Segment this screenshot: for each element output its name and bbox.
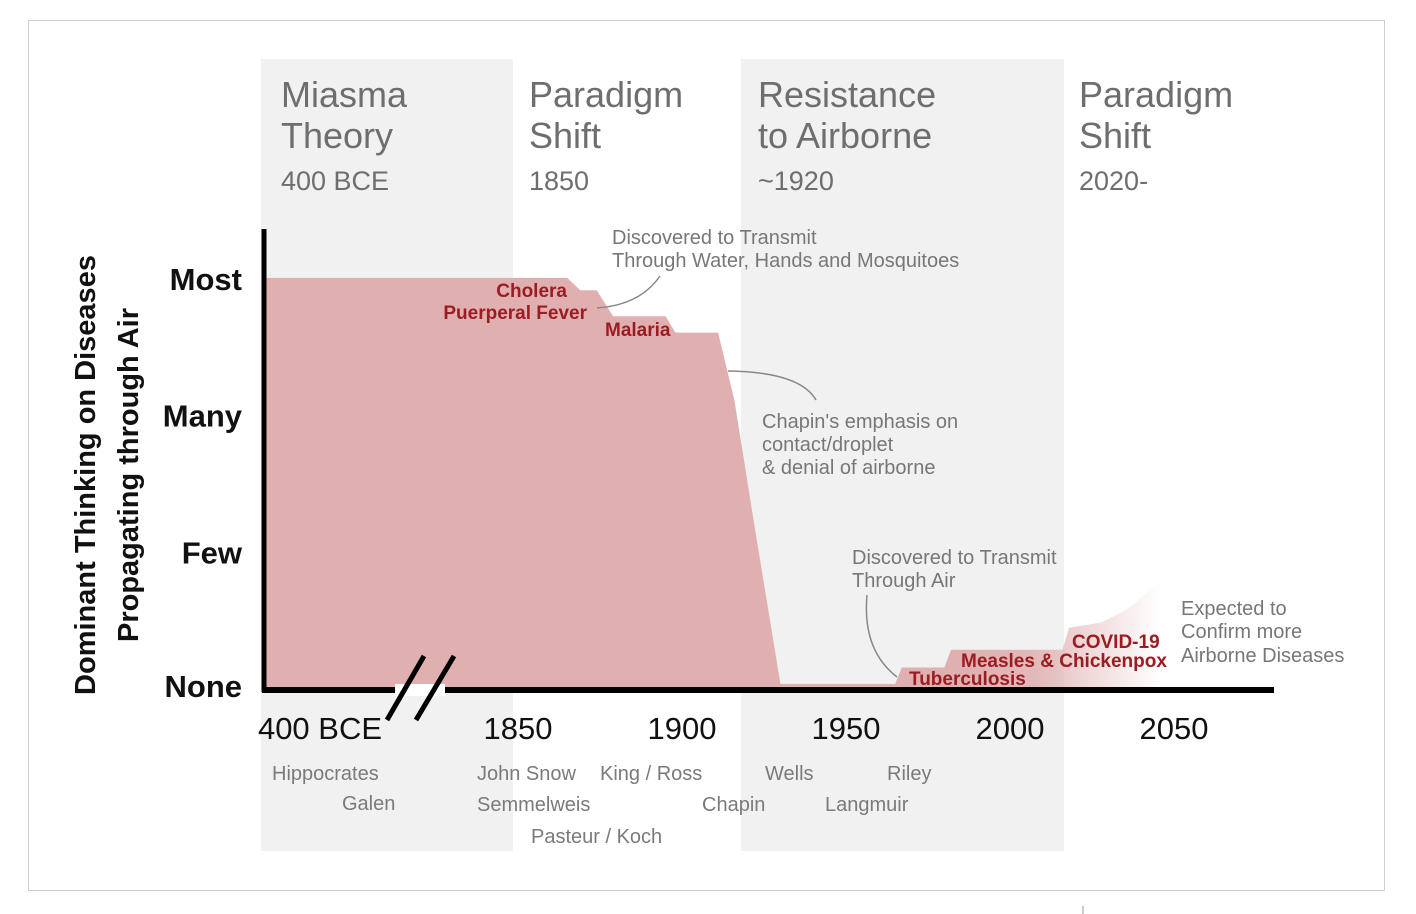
era-header-resistance: Resistance to Airborne ~1920	[758, 74, 936, 196]
person-label: Hippocrates	[272, 763, 379, 785]
annotation-line: Discovered to Transmit	[612, 227, 817, 249]
y-tick-label-none: None	[165, 669, 243, 704]
annotation-line: & denial of airborne	[762, 457, 935, 479]
person-label: Galen	[342, 793, 395, 815]
era-date: ~1920	[758, 166, 834, 196]
person-label: Semmelweis	[477, 794, 590, 816]
x-tick-label: 2000	[976, 711, 1045, 746]
annotation-line: Through Water, Hands and Mosquitoes	[612, 250, 959, 272]
annotation-water-hands-mosquitoes: Discovered to Transmit Through Water, Ha…	[596, 227, 959, 309]
disease-label-measles-chickenpox: Measles & Chickenpox	[961, 651, 1167, 672]
x-tick-label: 1900	[648, 711, 717, 746]
y-axis-label: Dominant Thinking on Diseases Propagatin…	[70, 255, 145, 695]
annotation-line: Airborne Diseases	[1181, 645, 1344, 667]
x-tick-label: 2050	[1140, 711, 1209, 746]
annotation-line: Expected to	[1181, 598, 1287, 620]
disease-label-cholera: Cholera	[496, 281, 567, 302]
person-label: John Snow	[477, 763, 577, 785]
annotation-line: Through Air	[852, 570, 956, 592]
y-axis-label-line: Propagating through Air	[113, 308, 145, 642]
axis-break-icon	[384, 654, 457, 722]
era-title: Theory	[281, 115, 393, 156]
figure-frame	[28, 20, 1385, 891]
era-header-paradigm-shift-2020: Paradigm Shift 2020-	[1079, 74, 1233, 196]
disease-label-puerperal-fever: Puerperal Fever	[443, 303, 587, 324]
annotation-expected: Expected to Confirm more Airborne Diseas…	[1181, 598, 1344, 667]
y-tick-label-many: Many	[163, 399, 243, 434]
era-title: Shift	[529, 115, 601, 156]
annotation-line: contact/droplet	[762, 434, 894, 456]
person-label: Pasteur / Koch	[531, 826, 662, 848]
person-label: Riley	[887, 763, 931, 785]
x-tick-label: 1950	[812, 711, 881, 746]
person-label: Chapin	[702, 794, 765, 816]
era-title: Paradigm	[529, 74, 683, 115]
era-title: Miasma	[281, 74, 408, 115]
annotation-through-air: Discovered to Transmit Through Air	[852, 547, 1057, 678]
annotation-chapin: Chapin's emphasis on contact/droplet & d…	[727, 370, 958, 479]
y-tick-label-most: Most	[170, 262, 242, 297]
person-label: King / Ross	[600, 763, 702, 785]
era-title: to Airborne	[758, 115, 932, 156]
era-date: 2020-	[1079, 166, 1148, 196]
area-series-airborne-thinking	[266, 277, 1161, 688]
era-title: Resistance	[758, 74, 936, 115]
disease-label-tuberculosis: Tuberculosis	[909, 669, 1026, 690]
x-tick-label: 1850	[484, 711, 553, 746]
annotation-line: Discovered to Transmit	[852, 547, 1057, 569]
disease-label-covid-19: COVID-19	[1072, 632, 1160, 653]
disease-label-malaria: Malaria	[605, 320, 671, 341]
y-axis-label-line: Dominant Thinking on Diseases	[70, 255, 102, 695]
era-title: Shift	[1079, 115, 1151, 156]
era-header-paradigm-shift-1850: Paradigm Shift 1850	[529, 74, 683, 196]
era-date: 400 BCE	[281, 166, 389, 196]
person-label: Langmuir	[825, 794, 909, 816]
x-tick-label: 400 BCE	[258, 711, 382, 746]
era-band-resistance	[741, 59, 1064, 851]
era-date: 1850	[529, 166, 589, 196]
era-header-miasma: Miasma Theory 400 BCE	[281, 74, 408, 196]
y-tick-label-few: Few	[182, 535, 243, 570]
era-title: Paradigm	[1079, 74, 1233, 115]
person-label: Wells	[765, 763, 814, 785]
annotation-line: Chapin's emphasis on	[762, 411, 958, 433]
annotation-line: Confirm more	[1181, 621, 1302, 643]
